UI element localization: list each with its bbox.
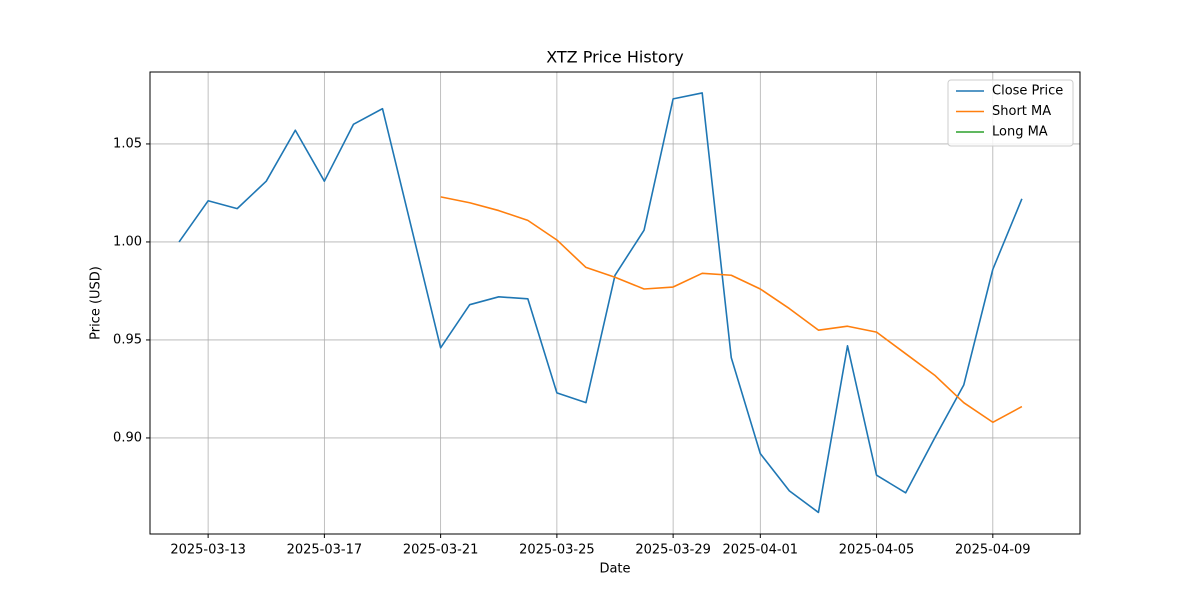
x-tick-label: 2025-03-25 [519,543,595,558]
y-tick-label: 0.95 [113,332,142,347]
legend-box [947,79,1074,147]
y-tick-label: 1.00 [113,234,142,249]
line-series [178,92,1023,514]
legend-label: Long MA [992,125,1048,140]
line-series [440,196,1023,424]
legend-label: Short MA [992,104,1051,119]
x-tick-label: 2025-03-21 [403,543,479,558]
chart-title: XTZ Price History [546,48,684,67]
x-tick-label: 2025-03-17 [287,543,363,558]
x-tick-label: 2025-03-13 [170,543,246,558]
x-tick-label: 2025-04-05 [839,543,915,558]
plot-frame [149,71,1081,535]
x-axis-label: Date [599,562,630,577]
x-tick-label: 2025-03-29 [635,543,711,558]
x-tick-label: 2025-04-01 [723,543,799,558]
x-tick-label: 2025-04-09 [955,543,1031,558]
y-tick-label: 0.90 [113,430,142,445]
y-tick-label: 1.05 [113,136,142,151]
y-axis-label: Price (USD) [89,266,104,340]
legend-label: Close Price [992,84,1063,99]
